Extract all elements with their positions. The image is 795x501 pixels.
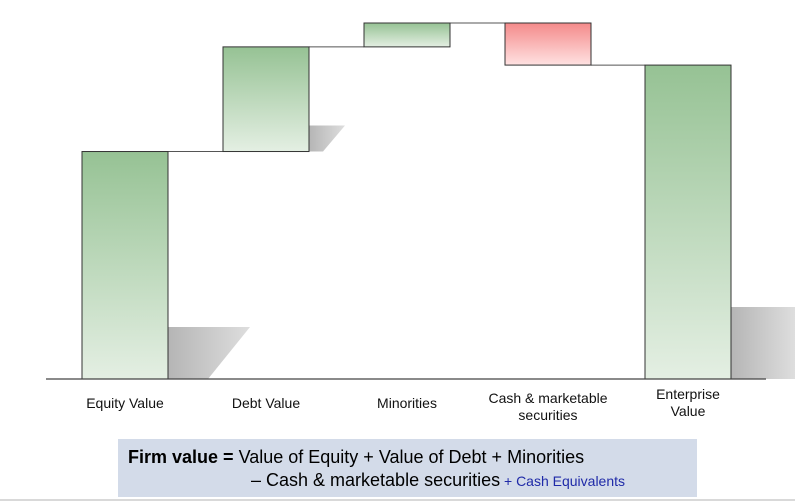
bar-shadow-enterprise-value [731, 307, 795, 379]
formula-box: Firm value = Value of Equity + Value of … [118, 439, 697, 497]
bottom-rule [0, 499, 795, 501]
category-label-enterprise-value: Enterprise Value [656, 386, 720, 419]
formula-line-2-text: – Cash & marketable securities [251, 470, 501, 490]
bar-shadow-debt-value [309, 125, 345, 152]
category-label-cash-and-marketable-securities: Cash & marketable securities [488, 390, 608, 423]
bar-minorities [363, 22, 451, 48]
bar-enterprise-value [644, 64, 732, 380]
category-label-equity-value: Equity Value [86, 395, 164, 411]
waterfall-chart [46, 22, 795, 380]
bar-equity-value [81, 151, 169, 380]
bar-debt-value [222, 46, 310, 153]
bar-cash-and-marketable-securities [504, 22, 592, 66]
bar-shadow-equity-value [168, 327, 250, 379]
formula-line-1: Firm value = Value of Equity + Value of … [128, 447, 584, 468]
category-label-minorities: Minorities [377, 395, 437, 411]
category-label-debt-value: Debt Value [231, 395, 301, 411]
cash-equivalents-note: + Cash Equivalents [500, 473, 626, 489]
firm-value-label: Firm value = [128, 447, 234, 467]
formula-line-1-text: Value of Equity + Value of Debt + Minori… [233, 447, 585, 467]
formula-line-2: – Cash & marketable securities + Cash Eq… [251, 470, 625, 491]
